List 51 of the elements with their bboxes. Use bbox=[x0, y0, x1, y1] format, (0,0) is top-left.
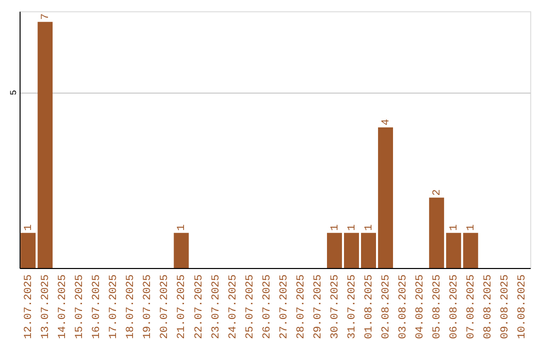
x-tick-label: 29.07.2025 bbox=[312, 274, 324, 340]
x-tick-label: 20.07.2025 bbox=[159, 274, 172, 340]
data-label: 4 bbox=[380, 118, 392, 126]
x-tick-label: 27.07.2025 bbox=[278, 274, 290, 340]
x-tick-label: 16.07.2025 bbox=[91, 274, 104, 340]
data-label: 1 bbox=[23, 224, 36, 231]
bar bbox=[20, 232, 36, 268]
data-label: 1 bbox=[346, 224, 358, 231]
bar bbox=[446, 232, 462, 268]
x-tick-label: 24.07.2025 bbox=[227, 274, 240, 340]
x-tick-label: 01.08.2025 bbox=[363, 274, 376, 340]
x-tick-label: 02.08.2025 bbox=[380, 274, 392, 340]
x-tick-label: 14.07.2025 bbox=[57, 274, 70, 340]
x-tick-label: 26.07.2025 bbox=[261, 274, 274, 340]
bar bbox=[463, 232, 478, 268]
x-tick-label: 09.08.2025 bbox=[500, 274, 512, 340]
x-tick-label: 04.08.2025 bbox=[414, 274, 427, 340]
x-tick-label: 31.07.2025 bbox=[346, 274, 358, 340]
x-tick-label: 18.07.2025 bbox=[125, 274, 138, 340]
data-label: 1 bbox=[176, 224, 188, 231]
x-tick-label: 06.08.2025 bbox=[448, 274, 461, 340]
bar bbox=[361, 232, 376, 268]
x-tick-label: 03.08.2025 bbox=[397, 274, 410, 340]
data-label: 1 bbox=[363, 224, 376, 231]
x-tick-label: 25.07.2025 bbox=[244, 274, 256, 340]
x-tick-label: 30.07.2025 bbox=[329, 274, 342, 340]
x-tick-label: 12.07.2025 bbox=[23, 274, 36, 340]
x-tick-label: 08.08.2025 bbox=[482, 274, 495, 340]
x-tick-label: 07.08.2025 bbox=[466, 274, 478, 340]
data-label: 1 bbox=[329, 224, 342, 231]
x-tick-label: 19.07.2025 bbox=[142, 274, 154, 340]
x-tick-label: 21.07.2025 bbox=[176, 274, 188, 340]
x-tick-label: 13.07.2025 bbox=[40, 274, 52, 340]
data-label: 1 bbox=[466, 224, 478, 231]
bar bbox=[344, 232, 359, 268]
bar bbox=[326, 232, 342, 268]
bar bbox=[429, 198, 444, 268]
data-label: 2 bbox=[432, 189, 444, 196]
x-tick-label: 05.08.2025 bbox=[432, 274, 444, 340]
x-tick-label: 10.08.2025 bbox=[516, 274, 529, 340]
x-tick-label: 23.07.2025 bbox=[210, 274, 222, 340]
x-tick-label: 17.07.2025 bbox=[108, 274, 120, 340]
bar bbox=[378, 127, 394, 268]
y-tick-label: 5 bbox=[9, 90, 20, 96]
bar bbox=[38, 22, 53, 268]
x-tick-label: 22.07.2025 bbox=[193, 274, 206, 340]
x-tick-label: 15.07.2025 bbox=[74, 274, 86, 340]
data-label: 1 bbox=[448, 224, 461, 231]
data-label: 7 bbox=[40, 13, 52, 20]
x-tick-label: 28.07.2025 bbox=[295, 274, 308, 340]
bar bbox=[174, 232, 189, 268]
